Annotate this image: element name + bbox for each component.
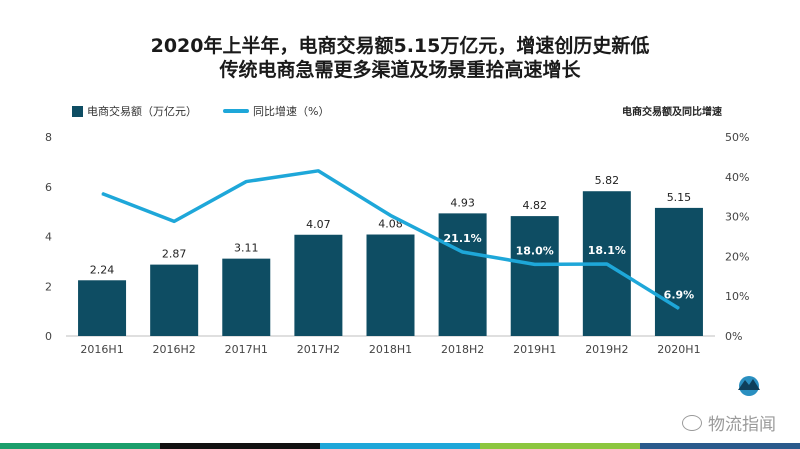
y-right-tick-label: 10% [725, 290, 749, 303]
bar [294, 234, 343, 336]
y-left-tick-label: 0 [45, 330, 52, 343]
growth-rate-label: 18.1% [588, 244, 626, 257]
growth-rate-point [101, 193, 103, 195]
growth-rate-point [606, 263, 608, 265]
bar-value-label: 3.11 [234, 242, 259, 255]
y-right-tick-label: 20% [725, 250, 749, 263]
bar-value-label: 5.15 [667, 191, 692, 204]
footer-segment-black [160, 443, 320, 449]
y-left-tick-label: 6 [45, 181, 52, 194]
growth-rate-point [678, 308, 680, 310]
growth-rate-point [462, 251, 464, 253]
bar-value-label: 2.24 [90, 263, 115, 276]
x-tick-label: 2018H2 [441, 343, 484, 356]
bar-value-label: 4.07 [306, 218, 331, 231]
footer-segment-navy [640, 443, 800, 449]
x-tick-label: 2018H1 [369, 343, 412, 356]
legend-label-line: 同比增速（%） [253, 105, 330, 118]
chart-title-line2: 传统电商急需更多渠道及场景重拾高速增长 [219, 59, 581, 81]
legend-item-bar: 电商交易额（万亿元） [72, 103, 197, 119]
y-left-tick-label: 4 [45, 231, 52, 244]
growth-rate-point [245, 181, 247, 183]
x-tick-label: 2017H1 [225, 343, 268, 356]
wechat-icon [682, 414, 702, 431]
footer-segment-blue [320, 443, 480, 449]
growth-rate-point [390, 214, 391, 216]
growth-rate-label: 6.9% [664, 289, 695, 302]
brand-logo-icon [738, 376, 760, 396]
bar [78, 280, 127, 336]
x-tick-label: 2016H2 [153, 343, 196, 356]
chart-title-line1: 2020年上半年，电商交易额5.15万亿元，增速创历史新低 [150, 35, 650, 57]
bar [222, 258, 271, 336]
bar-value-label: 4.93 [450, 196, 475, 209]
bar [150, 264, 199, 336]
growth-rate-point [173, 220, 175, 222]
y-right-tick-label: 40% [725, 171, 749, 184]
footer-segment-lightgreen [480, 443, 640, 449]
y-left-tick-label: 2 [45, 280, 52, 293]
x-tick-label: 2020H1 [657, 343, 700, 356]
growth-rate-point [534, 263, 536, 265]
bar-value-label: 2.87 [162, 248, 187, 261]
bar [510, 216, 559, 336]
bar [366, 234, 415, 336]
bar [654, 207, 703, 336]
x-tick-label: 2017H2 [297, 343, 340, 356]
x-tick-label: 2019H1 [513, 343, 556, 356]
chart-subtitle: 电商交易额及同比增速 [622, 107, 722, 118]
bar-value-label: 4.82 [522, 199, 547, 212]
legend-label-bar: 电商交易额（万亿元） [87, 105, 197, 118]
bar-value-label: 4.08 [378, 218, 403, 231]
x-tick-label: 2019H2 [585, 343, 628, 356]
footer-color-bar [0, 443, 800, 449]
chart-legend: 电商交易额（万亿元） 同比增速（%） [72, 103, 355, 119]
bar-value-label: 5.82 [595, 174, 620, 187]
y-right-tick-label: 50% [725, 131, 749, 144]
growth-rate-label: 21.1% [444, 232, 482, 245]
y-left-tick-label: 8 [45, 131, 52, 144]
legend-item-line: 同比增速（%） [223, 103, 329, 119]
bar [438, 213, 487, 336]
x-tick-label: 2016H1 [80, 343, 123, 356]
growth-rate-point [317, 170, 319, 172]
legend-swatch-bar [72, 105, 83, 117]
y-right-tick-label: 0% [725, 330, 742, 343]
watermark: 物流指闻 [682, 410, 776, 435]
legend-swatch-line [223, 109, 249, 113]
footer-segment-green [0, 443, 160, 449]
growth-rate-label: 18.0% [516, 244, 554, 257]
watermark-text: 物流指闻 [708, 415, 776, 435]
y-right-tick-label: 30% [725, 211, 749, 224]
